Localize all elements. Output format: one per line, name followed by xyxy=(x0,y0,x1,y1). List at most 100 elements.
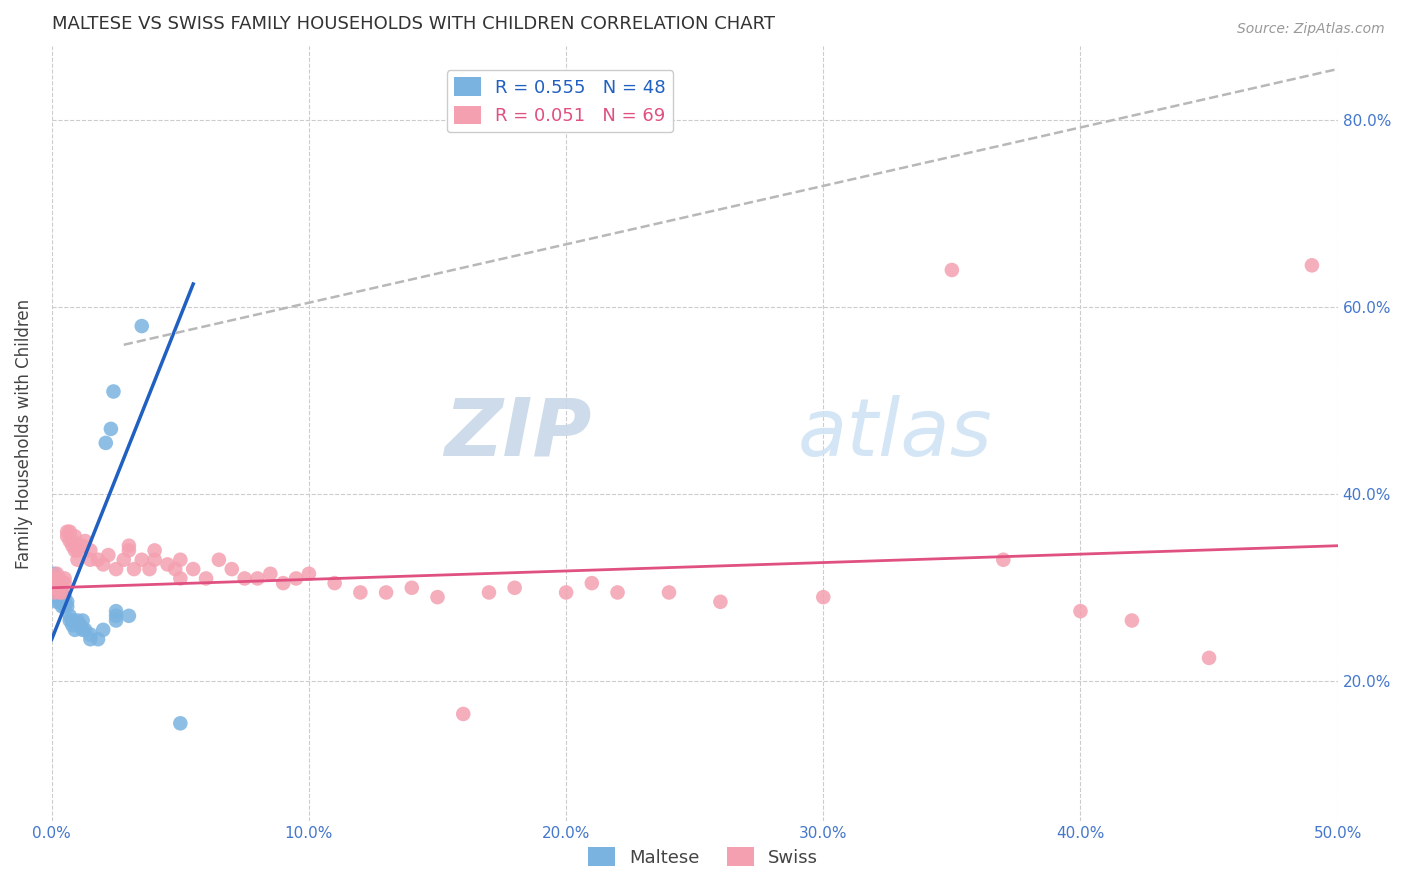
Point xyxy=(53,576,76,591)
Point xyxy=(581,576,603,591)
Point xyxy=(105,604,128,618)
Point xyxy=(75,534,97,549)
Point xyxy=(44,566,66,581)
Point xyxy=(48,585,70,599)
Point xyxy=(451,706,474,721)
Point xyxy=(79,627,101,641)
Point xyxy=(91,558,114,572)
Point xyxy=(112,553,135,567)
Point xyxy=(45,576,67,591)
Point xyxy=(48,571,70,585)
Point xyxy=(271,576,294,591)
Point xyxy=(1069,604,1091,618)
Point xyxy=(48,595,70,609)
Point xyxy=(100,422,122,436)
Point xyxy=(45,581,67,595)
Point xyxy=(56,595,79,609)
Point xyxy=(45,585,67,599)
Point xyxy=(298,566,321,581)
Legend: Maltese, Swiss: Maltese, Swiss xyxy=(581,840,825,874)
Point xyxy=(72,623,94,637)
Text: MALTESE VS SWISS FAMILY HOUSEHOLDS WITH CHILDREN CORRELATION CHART: MALTESE VS SWISS FAMILY HOUSEHOLDS WITH … xyxy=(52,15,775,33)
Point xyxy=(63,623,86,637)
Text: atlas: atlas xyxy=(797,394,993,473)
Point xyxy=(169,553,191,567)
Point xyxy=(60,618,83,632)
Text: ZIP: ZIP xyxy=(444,394,592,473)
Point xyxy=(66,543,89,558)
Point xyxy=(44,585,66,599)
Point xyxy=(66,614,89,628)
Point xyxy=(285,571,308,585)
Point xyxy=(44,581,66,595)
Point xyxy=(45,595,67,609)
Point xyxy=(60,614,83,628)
Point xyxy=(131,553,153,567)
Point xyxy=(60,539,83,553)
Point xyxy=(44,571,66,585)
Point xyxy=(56,599,79,614)
Point xyxy=(51,576,73,591)
Point xyxy=(233,571,256,585)
Point xyxy=(122,562,145,576)
Point xyxy=(426,590,449,604)
Point xyxy=(169,716,191,731)
Point xyxy=(503,581,526,595)
Point xyxy=(59,608,82,623)
Point xyxy=(221,562,243,576)
Point xyxy=(709,595,731,609)
Point xyxy=(138,562,160,576)
Point xyxy=(48,576,70,591)
Point xyxy=(941,263,963,277)
Point xyxy=(72,539,94,553)
Point xyxy=(48,585,70,599)
Point xyxy=(181,562,204,576)
Point xyxy=(118,543,141,558)
Point xyxy=(97,548,120,562)
Point xyxy=(105,614,128,628)
Point xyxy=(59,614,82,628)
Point xyxy=(195,571,218,585)
Point xyxy=(48,581,70,595)
Point xyxy=(51,595,73,609)
Point xyxy=(44,571,66,585)
Point xyxy=(169,571,191,585)
Point xyxy=(59,534,82,549)
Point xyxy=(56,529,79,543)
Point xyxy=(72,614,94,628)
Point xyxy=(66,553,89,567)
Y-axis label: Family Households with Children: Family Households with Children xyxy=(15,299,32,568)
Point xyxy=(555,585,578,599)
Point xyxy=(813,590,835,604)
Point xyxy=(323,576,346,591)
Point xyxy=(478,585,501,599)
Text: Source: ZipAtlas.com: Source: ZipAtlas.com xyxy=(1237,22,1385,37)
Point xyxy=(45,566,67,581)
Point xyxy=(59,524,82,539)
Point xyxy=(156,558,179,572)
Point xyxy=(51,599,73,614)
Legend: R = 0.555   N = 48, R = 0.051   N = 69: R = 0.555 N = 48, R = 0.051 N = 69 xyxy=(447,70,673,132)
Point xyxy=(45,576,67,591)
Point xyxy=(94,436,117,450)
Point xyxy=(53,599,76,614)
Point xyxy=(993,553,1015,567)
Point xyxy=(118,608,141,623)
Point xyxy=(103,384,125,399)
Point xyxy=(1121,614,1143,628)
Point xyxy=(48,590,70,604)
Point xyxy=(48,576,70,591)
Point xyxy=(349,585,371,599)
Point xyxy=(143,543,166,558)
Point xyxy=(375,585,398,599)
Point xyxy=(131,319,153,334)
Point xyxy=(44,585,66,599)
Point xyxy=(63,529,86,543)
Point xyxy=(91,623,114,637)
Point xyxy=(44,576,66,591)
Point xyxy=(63,543,86,558)
Point xyxy=(658,585,681,599)
Point xyxy=(606,585,628,599)
Point xyxy=(1301,258,1323,272)
Point xyxy=(51,585,73,599)
